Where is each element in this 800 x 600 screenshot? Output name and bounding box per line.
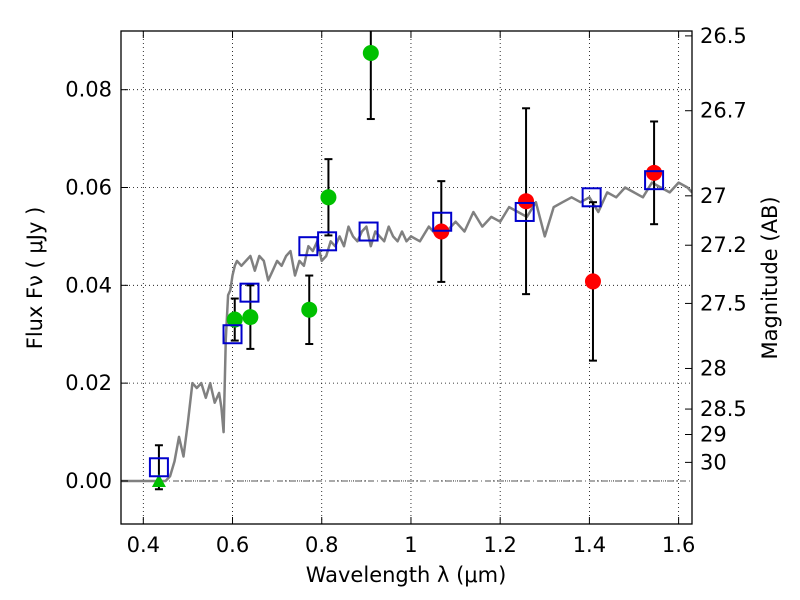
- x-tick-label: 1: [404, 533, 417, 557]
- y-tick-label: 0.00: [65, 469, 112, 493]
- y2-tick-label: 26.5: [700, 24, 747, 48]
- y-tick-label: 0.08: [65, 78, 112, 102]
- x-tick-label: 0.6: [216, 533, 249, 557]
- x-tick-label: 1.4: [573, 533, 606, 557]
- model-flux-marker: [358, 221, 379, 242]
- data-point: [301, 301, 318, 318]
- x-tick-label: 1.2: [483, 533, 516, 557]
- x-tick-label: 0.8: [305, 533, 338, 557]
- axes: 0.4 0.6 0.8 1 1.2 1.4 1.6 0.00 0.02 0.04 0.06 0.08 2…: [65, 24, 747, 557]
- model-flux-marker: [148, 457, 169, 478]
- data-point: [320, 189, 337, 206]
- y-axis-label: Flux Fν ( μJy ): [23, 207, 47, 350]
- grid: [121, 31, 692, 524]
- data-point: [242, 309, 259, 326]
- data-point: [226, 311, 243, 328]
- y2-tick-label: 28.5: [700, 397, 747, 421]
- y-tick-label: 0.06: [65, 176, 112, 200]
- y-tick-label: 0.04: [65, 273, 112, 297]
- y-tick-label: 0.02: [65, 371, 112, 395]
- model-flux-marker: [222, 324, 243, 345]
- upper-limit-marker: [151, 473, 166, 487]
- y2-tick-label: 30: [700, 450, 727, 474]
- model-spectrum-line: [121, 181, 692, 483]
- secondary-y-axis-label: Magnitude (AB): [758, 196, 782, 359]
- model-flux-marker: [317, 231, 338, 252]
- plot-area: [121, 31, 692, 491]
- data-point: [646, 164, 663, 181]
- x-tick-label: 1.6: [662, 533, 695, 557]
- y2-tick-label: 29: [700, 422, 727, 446]
- model-flux-marker: [432, 211, 453, 232]
- model-flux-marker: [239, 282, 260, 303]
- data-point: [584, 273, 601, 290]
- model-flux-marker: [581, 187, 602, 208]
- data-point: [362, 45, 379, 62]
- y2-tick-label: 28: [700, 356, 727, 380]
- data-point: [518, 193, 535, 210]
- plot-frame: [120, 30, 693, 525]
- y2-tick-label: 26.7: [700, 99, 747, 123]
- x-tick-label: 0.4: [127, 533, 160, 557]
- model-flux-marker: [644, 170, 665, 191]
- plot-overflow: [148, 45, 665, 487]
- x-axis-label: Wavelength λ (μm): [306, 563, 507, 587]
- y2-tick-label: 27.2: [700, 233, 747, 257]
- y2-tick-label: 27.5: [700, 291, 747, 315]
- model-flux-marker: [514, 201, 535, 222]
- y2-tick-label: 27: [700, 184, 727, 208]
